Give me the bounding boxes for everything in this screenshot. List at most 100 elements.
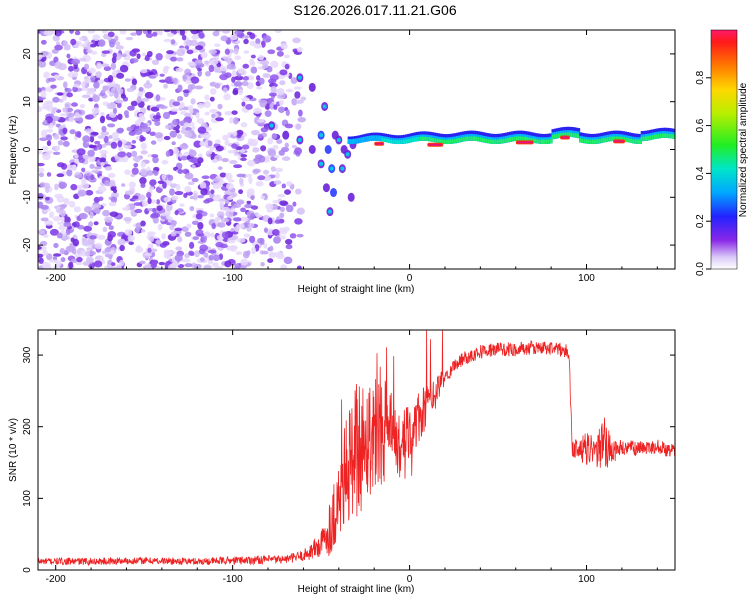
heatmap-noise-blob bbox=[291, 98, 298, 106]
heatmap-noise-blob bbox=[40, 90, 47, 98]
heatmap-tone-inner bbox=[585, 139, 589, 144]
heatmap-tone-inner bbox=[494, 139, 498, 144]
heatmap-noise-blob bbox=[82, 135, 91, 143]
heatmap-noise-blob bbox=[217, 221, 226, 228]
heatmap-tone-inner bbox=[598, 138, 602, 144]
heatmap-noise-blob bbox=[186, 49, 194, 55]
heatmap-noise-blob bbox=[62, 107, 68, 113]
colorbar-tick-label: 0.8 bbox=[695, 70, 706, 84]
heatmap-noise-blob bbox=[277, 193, 286, 198]
heatmap-noise-blob bbox=[172, 119, 179, 126]
heatmap-noise-blob bbox=[251, 129, 260, 136]
heatmap-noise-blob bbox=[50, 115, 60, 122]
heatmap-track-core bbox=[319, 133, 324, 138]
heatmap-noise-blob bbox=[224, 260, 232, 268]
heatmap-noise-blob bbox=[70, 258, 78, 264]
heatmap-noise-blob bbox=[209, 108, 218, 114]
heatmap-noise-blob bbox=[249, 142, 258, 147]
heatmap-noise-blob bbox=[161, 159, 169, 165]
heatmap-noise-blob bbox=[169, 224, 175, 231]
heatmap-noise-blob bbox=[62, 140, 70, 147]
heatmap-tone-inner bbox=[466, 136, 470, 141]
heatmap-noise-blob bbox=[150, 262, 158, 269]
heatmap-noise-blob bbox=[290, 77, 298, 84]
heatmap-noise-blob bbox=[38, 201, 44, 209]
heatmap-noise-blob bbox=[179, 143, 189, 150]
heatmap-noise-blob bbox=[173, 147, 180, 155]
heatmap-noise-blob bbox=[147, 247, 152, 253]
heatmap-noise-blob bbox=[230, 235, 239, 240]
heatmap-noise-blob bbox=[263, 174, 272, 182]
heatmap-tone-inner bbox=[453, 138, 458, 144]
heatmap-noise-blob bbox=[89, 211, 94, 219]
heatmap-tone-mid bbox=[375, 135, 379, 141]
heatmap-noise-blob bbox=[93, 221, 99, 226]
heatmap-noise-blob bbox=[38, 172, 45, 178]
heatmap-noise-blob bbox=[79, 212, 89, 220]
heatmap-track-blob bbox=[329, 188, 337, 198]
heatmap-noise-blob bbox=[274, 167, 284, 173]
heatmap-noise-blob bbox=[260, 195, 266, 200]
heatmap-noise-blob bbox=[76, 148, 86, 156]
heatmap-noise-blob bbox=[250, 205, 259, 210]
heatmap-tone-inner bbox=[553, 134, 557, 139]
heatmap-noise-blob bbox=[80, 182, 90, 190]
heatmap-noise-blob bbox=[81, 238, 88, 243]
heatmap-tone-inner bbox=[587, 139, 591, 144]
heatmap-tone-inner bbox=[411, 138, 415, 142]
heatmap-noise-blob bbox=[204, 94, 210, 101]
heatmap-noise-blob bbox=[233, 217, 242, 222]
heatmap-noise-blob bbox=[233, 47, 239, 55]
heatmap-noise-blob bbox=[211, 159, 219, 163]
heatmap-noise-blob bbox=[136, 53, 141, 60]
heatmap-noise-blob bbox=[46, 140, 52, 147]
heatmap-tone-inner bbox=[432, 137, 436, 143]
snr-x-ticks: -200 -100 0 100 bbox=[46, 330, 658, 585]
heatmap-noise-blob bbox=[293, 86, 302, 90]
heatmap-noise-blob bbox=[174, 191, 184, 196]
heatmap-tone-inner bbox=[630, 138, 634, 143]
heatmap-noise-blob bbox=[53, 56, 59, 63]
heatmap-noise-blob bbox=[38, 245, 42, 250]
heatmap-tone-inner bbox=[434, 138, 438, 143]
snr-x-tick-label: 0 bbox=[407, 574, 413, 585]
heatmap-noise-blob bbox=[66, 169, 73, 177]
heatmap-tone-inner bbox=[596, 139, 600, 144]
heatmap-noise-blob bbox=[229, 117, 234, 124]
heatmap-noise-blob bbox=[62, 127, 68, 134]
heatmap-noise-blob bbox=[194, 250, 200, 258]
heatmap-tone-inner bbox=[627, 138, 632, 143]
heatmap-noise-blob bbox=[126, 126, 134, 132]
chart-title: S126.2026.017.11.21.G06 bbox=[293, 2, 457, 18]
heatmap-noise-blob bbox=[279, 80, 286, 86]
colorbar-tick-label: 0.2 bbox=[695, 214, 706, 228]
heatmap-noise-blob bbox=[261, 250, 269, 255]
heatmap-noise-blob bbox=[60, 216, 65, 223]
heatmap-noise-blob bbox=[292, 201, 297, 207]
heatmap-noise-blob bbox=[289, 233, 297, 239]
heatmap-noise-blob bbox=[53, 242, 59, 249]
heatmap-noise-blob bbox=[100, 162, 105, 167]
heatmap-noise-blob bbox=[191, 220, 199, 225]
heatmap-tone-inner bbox=[647, 136, 651, 141]
heatmap-tone-inner bbox=[540, 139, 545, 144]
heatmap-noise-blob bbox=[166, 201, 173, 206]
heatmap-tone-inner bbox=[413, 137, 417, 142]
heatmap-noise-blob bbox=[247, 159, 256, 167]
heatmap-tone-inner bbox=[619, 136, 623, 141]
heatmap-noise-blob bbox=[246, 226, 252, 232]
heatmap-noise-blob bbox=[246, 191, 253, 197]
heatmap-noise-blob bbox=[58, 98, 64, 103]
colorbar-tick-label: 0.6 bbox=[695, 118, 706, 132]
spectrogram-x-tick-label: 100 bbox=[578, 273, 595, 284]
heatmap-noise-blob bbox=[197, 222, 204, 230]
heatmap-tone-inner bbox=[447, 139, 451, 144]
heatmap-noise-blob bbox=[226, 63, 236, 70]
heatmap-noise-blob bbox=[120, 53, 127, 58]
heatmap-noise-blob bbox=[202, 235, 208, 243]
heatmap-noise-blob bbox=[273, 236, 281, 244]
heatmap-noise-blob bbox=[70, 183, 78, 191]
heatmap-noise-blob bbox=[90, 131, 99, 136]
heatmap-noise-blob bbox=[284, 54, 290, 59]
